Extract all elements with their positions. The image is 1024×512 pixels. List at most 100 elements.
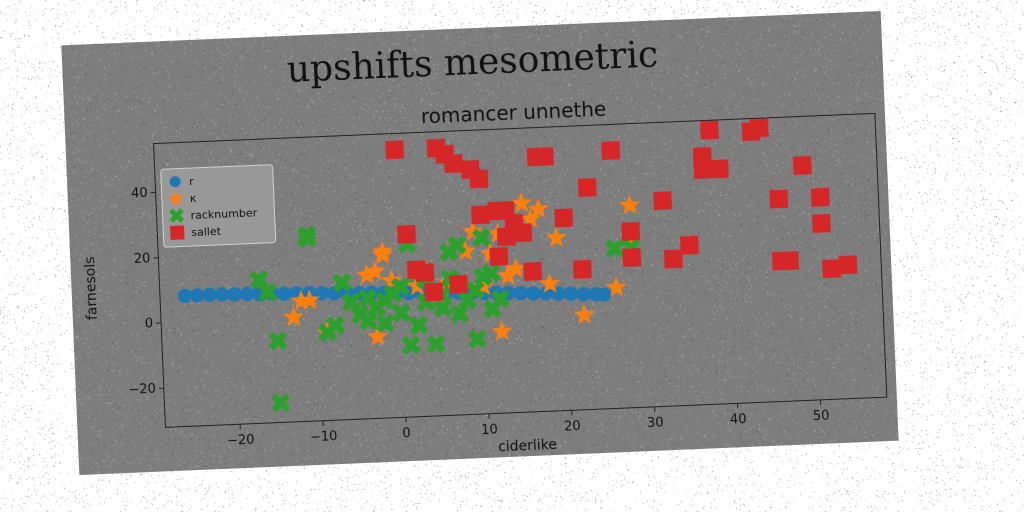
legend-label: κ (190, 192, 198, 205)
data-point (505, 257, 527, 279)
data-point (258, 282, 278, 302)
data-point (299, 289, 321, 310)
data-point (364, 260, 386, 281)
x-tick-label: 0 (402, 426, 411, 441)
data-point (489, 247, 509, 267)
data-point (576, 287, 591, 302)
data-point (663, 249, 683, 269)
data-point (496, 227, 516, 247)
data-point (177, 288, 192, 303)
legend-label: racknumber (190, 206, 258, 222)
plot-frame (153, 112, 888, 428)
scatter-plot: romancer unnethe −20 −10 0 10 20 30 40 50 −20 0 20 4… (82, 97, 888, 455)
y-tick-label: 0 (145, 316, 154, 331)
data-point (367, 325, 388, 346)
data-point (249, 270, 269, 290)
data-point (471, 205, 490, 225)
legend-label: sallet (191, 225, 222, 239)
data-point (190, 288, 205, 303)
data-point (527, 198, 549, 219)
data-point (490, 289, 511, 309)
y-tick-label: −20 (128, 382, 156, 398)
data-point (838, 255, 858, 275)
data-point (415, 263, 435, 283)
data-point (693, 160, 713, 180)
data-point (513, 286, 529, 301)
y-tick-label: 40 (131, 186, 148, 202)
data-point (597, 287, 612, 302)
data-point (227, 287, 242, 302)
data-point (554, 208, 574, 228)
data-point (822, 259, 842, 279)
data-point (563, 286, 579, 301)
data-point (397, 224, 417, 244)
legend-marker (169, 176, 181, 188)
data-point (215, 287, 230, 302)
data-point (653, 191, 673, 211)
data-point (605, 238, 625, 259)
data-point (268, 331, 288, 351)
data-point (448, 274, 468, 294)
legend-label: r (189, 175, 195, 188)
x-tick-label: 10 (481, 422, 498, 438)
data-point (239, 286, 255, 302)
data-point (467, 329, 488, 349)
chart-title: romancer unnethe (420, 97, 606, 129)
data-point (811, 213, 831, 233)
x-tick-label: −20 (227, 433, 255, 449)
data-point (679, 235, 699, 255)
data-point (297, 225, 317, 245)
data-point (621, 221, 641, 241)
data-point (358, 288, 378, 308)
data-point (283, 306, 305, 327)
data-point (341, 292, 361, 312)
data-point (325, 315, 346, 336)
data-point (539, 272, 561, 293)
legend-marker (167, 190, 184, 206)
data-point (810, 187, 830, 207)
data-point (535, 147, 554, 167)
data-point (471, 228, 492, 248)
data-point (358, 311, 379, 331)
data-point (271, 393, 291, 413)
legend-box (160, 164, 277, 248)
y-tick-label: 20 (134, 251, 151, 267)
x-tick-label: 40 (730, 412, 747, 428)
data-point (426, 334, 446, 354)
data-point (618, 194, 640, 215)
data-point (391, 303, 412, 323)
data-point (605, 276, 627, 297)
data-point (390, 277, 411, 297)
x-tick-label: 30 (647, 415, 664, 431)
data-point (497, 264, 519, 285)
data-point (510, 192, 532, 213)
data-point (409, 315, 429, 335)
data-point (469, 169, 489, 189)
data-point (450, 304, 470, 324)
data-point (356, 264, 378, 285)
x-tick-label: 50 (813, 409, 830, 425)
data-point (577, 178, 597, 197)
data-point (491, 320, 513, 341)
data-point (749, 118, 769, 138)
data-point (526, 286, 541, 301)
data-point (401, 335, 421, 355)
data-point (538, 286, 554, 301)
data-point (443, 154, 463, 174)
data-point (572, 259, 592, 279)
data-point (202, 287, 217, 302)
data-point (573, 304, 595, 325)
data-point (385, 140, 405, 160)
series-4 (385, 118, 858, 302)
data-point (601, 141, 621, 161)
x-tick-label: 20 (564, 419, 581, 435)
data-point (622, 248, 642, 267)
data-point (332, 273, 352, 293)
data-point (545, 226, 567, 247)
data-point (481, 263, 501, 283)
data-point (769, 189, 789, 209)
data-point (700, 120, 719, 140)
legend-marker (169, 208, 185, 224)
data-point (447, 235, 467, 255)
y-axis-label: farnesols (82, 256, 101, 320)
